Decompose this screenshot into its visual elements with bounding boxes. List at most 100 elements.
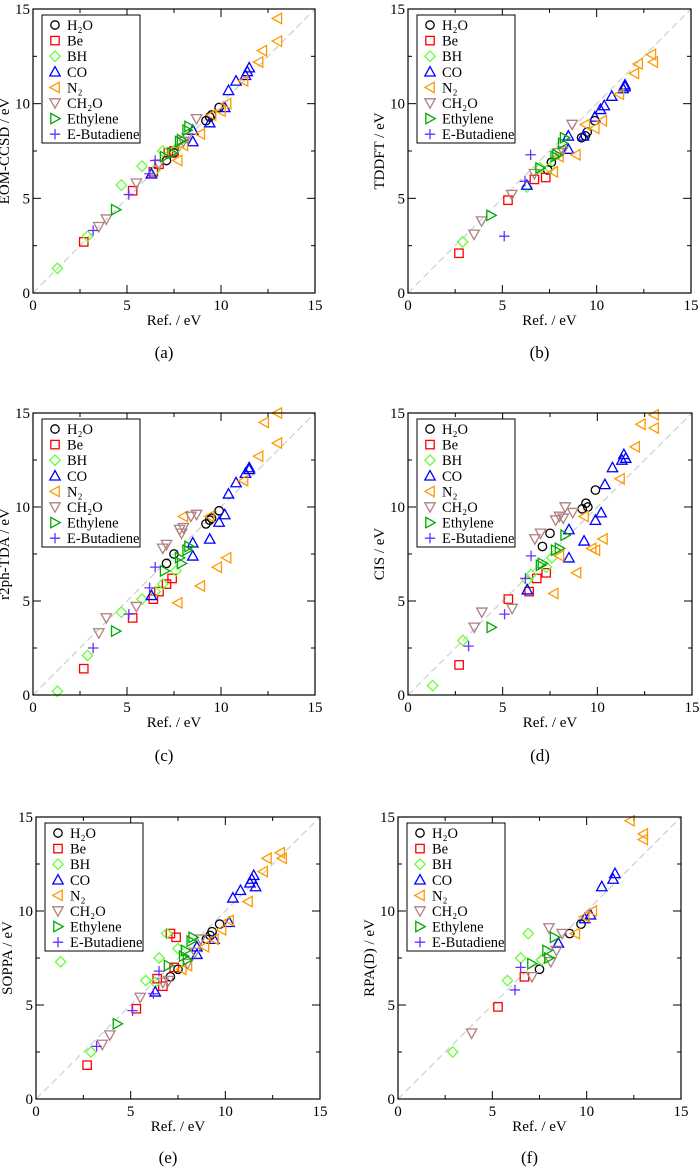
- data-point: [597, 99, 611, 111]
- data-point: [486, 209, 498, 222]
- legend-marker-icon: [49, 129, 61, 140]
- legend-marker-icon: [48, 485, 60, 498]
- data-point: [534, 528, 547, 540]
- series-7: [87, 561, 161, 654]
- data-point: [566, 507, 580, 520]
- data-point: [619, 451, 633, 463]
- x-tick-label: 0: [394, 1104, 402, 1120]
- legend-marker-icon: [50, 516, 62, 529]
- data-point: [241, 895, 253, 908]
- legend-marker-icon: [423, 65, 437, 77]
- data-point: [110, 624, 123, 638]
- data-point: [242, 460, 256, 473]
- data-point: [509, 984, 521, 996]
- data-point: [81, 230, 94, 243]
- data-point: [547, 587, 559, 600]
- y-tick-label: 5: [398, 594, 406, 610]
- data-point: [595, 880, 609, 892]
- data-point: [103, 1030, 117, 1042]
- legend-marker-icon: [425, 439, 435, 450]
- data-point: [167, 573, 177, 584]
- data-point: [207, 932, 219, 946]
- data-point: [505, 189, 519, 202]
- data-point: [212, 515, 226, 527]
- data-point: [222, 83, 235, 96]
- legend-marker-icon: [51, 889, 63, 902]
- legend-label: H₂O: [67, 18, 93, 34]
- data-point: [237, 74, 249, 88]
- legend-label: N₂: [442, 80, 458, 96]
- legend-marker-icon: [48, 469, 62, 481]
- y-tick-label: 15: [390, 406, 405, 422]
- data-point: [180, 944, 193, 957]
- data-point: [226, 891, 240, 903]
- panel-f: 00 5 5 10 10 15 15 H₂OBeBHCON₂CH₂OEthyleneE-But…: [362, 810, 689, 1167]
- legend-label: H₂O: [442, 18, 468, 34]
- data-point: [535, 558, 548, 572]
- legend-marker-icon: [50, 424, 60, 434]
- series-6: [486, 528, 572, 634]
- legend-label: CO: [70, 873, 90, 889]
- data-point: [130, 601, 143, 614]
- data-point: [589, 513, 602, 526]
- data-point: [514, 951, 527, 965]
- data-point: [562, 551, 576, 563]
- y-tick-label: 10: [15, 97, 30, 113]
- x-tick-label: 10: [214, 700, 229, 716]
- data-point: [540, 172, 551, 183]
- data-point: [519, 176, 531, 187]
- data-point: [123, 189, 135, 200]
- data-point: [255, 44, 268, 57]
- data-point: [154, 586, 164, 597]
- legend-label: Be: [432, 842, 448, 858]
- data-point: [541, 567, 552, 578]
- data-point: [529, 174, 540, 185]
- data-point: [426, 679, 439, 692]
- data-point: [260, 852, 272, 865]
- data-point: [499, 231, 510, 242]
- data-point: [588, 121, 600, 135]
- data-point: [127, 1005, 138, 1016]
- legend-label: BH: [442, 49, 463, 65]
- data-point: [203, 532, 217, 544]
- data-point: [51, 262, 64, 275]
- data-point: [54, 955, 67, 968]
- legend-label: E-Butadiene: [442, 127, 514, 143]
- data-point: [252, 449, 264, 463]
- data-point: [167, 146, 179, 160]
- x-tick-label: 10: [218, 1104, 233, 1120]
- data-point: [112, 1017, 124, 1031]
- legend-label: CH₂O: [442, 96, 478, 112]
- data-point: [92, 221, 106, 234]
- data-point: [534, 964, 545, 975]
- legend-label: BH: [70, 857, 91, 873]
- data-point: [207, 926, 217, 937]
- series-6: [486, 131, 572, 222]
- legend-label: N₂: [432, 888, 448, 904]
- data-point: [446, 1045, 459, 1059]
- data-point: [91, 1041, 102, 1052]
- legend-marker-icon: [48, 454, 62, 467]
- legend-marker-icon: [52, 937, 64, 948]
- data-point: [176, 557, 189, 570]
- data-point: [131, 1003, 142, 1014]
- data-point: [159, 564, 172, 578]
- legend-marker-icon: [423, 50, 437, 63]
- data-point: [156, 577, 169, 591]
- data-point: [222, 914, 234, 927]
- legend-marker-icon: [415, 843, 425, 854]
- reference-line: [397, 816, 682, 1100]
- data-point: [87, 642, 99, 654]
- x-tick-label: 15: [313, 1104, 328, 1120]
- data-point: [542, 923, 556, 935]
- data-point: [190, 113, 203, 126]
- data-point: [215, 923, 227, 937]
- data-point: [270, 12, 283, 25]
- legend-label: CH₂O: [67, 500, 103, 516]
- data-point: [153, 965, 165, 977]
- data-point: [613, 472, 625, 486]
- data-point: [182, 543, 194, 557]
- data-point: [612, 87, 625, 101]
- y-tick-label: 5: [398, 191, 406, 207]
